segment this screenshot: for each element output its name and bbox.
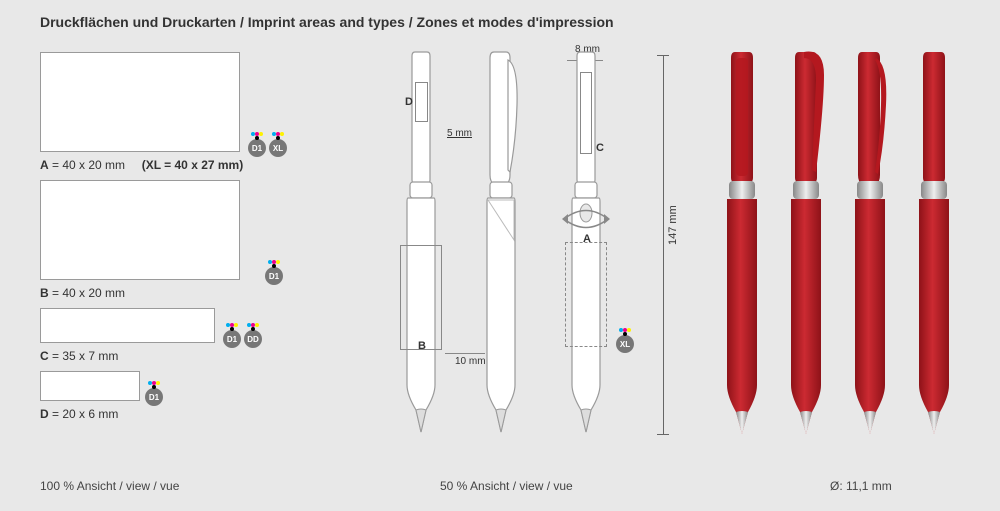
footer-50: 50 % Ansicht / view / vue [440, 479, 573, 493]
badge-d1-icon: D1 [248, 139, 266, 157]
badges-c: D1 DD [223, 330, 262, 348]
red-pens [720, 50, 980, 440]
badges-d: D1 [145, 388, 163, 406]
badges-b: D1 [265, 267, 283, 285]
badge-xl-icon: XL [616, 335, 634, 353]
pen-diagrams: 8 mm D 5 mm B 10 mm [370, 50, 650, 460]
badge-text: XL [620, 340, 630, 349]
height-dimension: 147 mm [655, 55, 675, 435]
badge-text: D1 [252, 144, 262, 153]
red-pen-2 [784, 50, 828, 435]
box-c-label: C = 35 x 7 mm [40, 349, 243, 363]
box-c: D1 DD [40, 308, 215, 343]
red-pen-3 [848, 50, 892, 435]
badge-text: D1 [149, 393, 159, 402]
badge-d1-icon: D1 [145, 388, 163, 406]
box-d: D1 [40, 371, 140, 401]
zone-c-label: C [596, 142, 604, 154]
badge-d1-icon: D1 [265, 267, 283, 285]
imprint-boxes: D1 XL A = 40 x 20 mm (XL = 40 x 27 mm) D… [40, 52, 243, 429]
zone-a-label: A [583, 233, 591, 245]
badge-dd-icon: DD [244, 330, 262, 348]
box-d-label: D = 20 x 6 mm [40, 407, 243, 421]
zone-b-label: B [418, 340, 426, 352]
badge-text: D1 [269, 272, 279, 281]
footer-100: 100 % Ansicht / view / vue [40, 479, 179, 493]
box-b: D1 [40, 180, 240, 280]
pen-outline-side [480, 50, 522, 435]
badges-a: D1 XL [248, 139, 287, 157]
badge-text: DD [247, 335, 259, 344]
zone-d [415, 82, 428, 122]
footer-diameter: Ø: 11,1 mm [830, 479, 892, 493]
badge-text: XL [273, 144, 283, 153]
box-b-label: B = 40 x 20 mm [40, 286, 243, 300]
box-a-label: A = 40 x 20 mm (XL = 40 x 27 mm) [40, 158, 243, 172]
dim-5mm: 5 mm [447, 128, 472, 139]
badge-xl-middle: XL [616, 335, 634, 353]
zone-b [400, 245, 442, 350]
red-pen-1 [720, 50, 764, 435]
red-pen-4 [912, 50, 956, 435]
page-title: Druckflächen und Druckarten / Imprint ar… [40, 14, 614, 30]
badge-text: D1 [227, 335, 237, 344]
badge-d1-icon: D1 [223, 330, 241, 348]
zone-a [565, 242, 607, 347]
badge-xl-icon: XL [269, 139, 287, 157]
height-text: 147 mm [667, 205, 679, 245]
box-a: D1 XL [40, 52, 240, 152]
zone-c [580, 72, 592, 154]
zone-d-label: D [405, 96, 413, 108]
